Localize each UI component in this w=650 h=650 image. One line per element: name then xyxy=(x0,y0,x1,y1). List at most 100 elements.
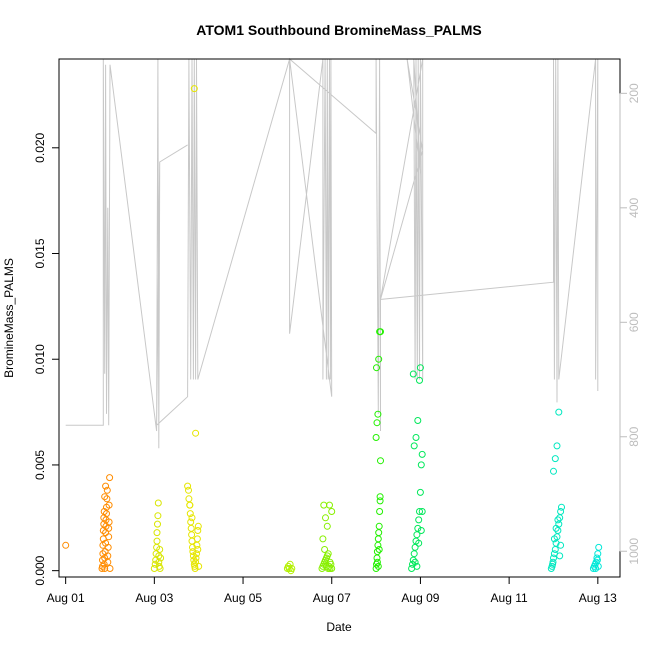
chart-title: ATOM1 Southbound BromineMass_PALMS xyxy=(196,22,481,38)
data-point xyxy=(187,524,195,532)
data-point xyxy=(190,85,198,93)
data-point xyxy=(372,434,380,441)
data-point xyxy=(551,455,559,463)
data-point xyxy=(192,429,200,437)
data-point xyxy=(105,501,113,509)
data-point xyxy=(414,524,422,532)
data-point xyxy=(414,417,422,424)
data-point xyxy=(154,512,162,520)
data-point xyxy=(319,535,327,543)
data-point xyxy=(193,535,201,543)
y2-tick-label: 400 xyxy=(627,197,641,217)
y2-tick-label: 600 xyxy=(627,312,641,332)
data-point xyxy=(188,514,196,522)
data-point xyxy=(156,546,164,553)
x-tick-label: Aug 09 xyxy=(401,591,439,605)
data-point xyxy=(187,518,195,526)
data-point xyxy=(373,558,381,566)
y-tick-label: 0.010 xyxy=(33,344,47,374)
data-point xyxy=(413,562,421,570)
data-point xyxy=(324,550,332,558)
data-point xyxy=(188,531,196,539)
data-point xyxy=(416,508,423,515)
data-point xyxy=(410,442,418,450)
x-tick-label: Aug 11 xyxy=(491,591,528,605)
data-point xyxy=(322,514,329,522)
data-point xyxy=(417,527,425,534)
data-point xyxy=(415,539,423,547)
points-layer xyxy=(62,85,603,575)
data-point xyxy=(594,550,602,558)
data-point xyxy=(104,543,112,551)
data-point xyxy=(186,510,194,518)
data-point xyxy=(418,508,426,515)
x-axis-label: Date xyxy=(326,620,352,634)
y-tick-label: 0.000 xyxy=(33,555,47,585)
data-point xyxy=(185,486,192,494)
data-point xyxy=(326,558,334,566)
data-point xyxy=(105,533,113,541)
data-point xyxy=(103,495,111,503)
data-point xyxy=(62,541,70,549)
data-point xyxy=(326,501,333,509)
data-point xyxy=(153,537,161,545)
data-point xyxy=(416,376,423,384)
data-point xyxy=(184,482,192,490)
data-point xyxy=(595,543,603,551)
data-point xyxy=(154,520,161,528)
data-point xyxy=(410,550,418,558)
data-point xyxy=(156,565,164,572)
data-point xyxy=(324,565,332,572)
data-point xyxy=(288,565,296,572)
x-tick-label: Aug 13 xyxy=(579,591,617,605)
data-point xyxy=(374,535,382,543)
data-point xyxy=(374,562,382,570)
x-tick-label: Aug 01 xyxy=(47,591,85,605)
x-tick-label: Aug 07 xyxy=(313,591,351,605)
data-point xyxy=(557,508,565,515)
data-point xyxy=(153,529,161,537)
data-point xyxy=(417,461,425,469)
data-point xyxy=(185,495,193,503)
x-axis: Aug 01 Aug 03 Aug 05 Aug 07 Aug 09 Aug 11 Aug … xyxy=(47,576,617,605)
data-point xyxy=(375,522,383,530)
data-point xyxy=(101,493,109,501)
data-point xyxy=(157,554,165,562)
data-point xyxy=(186,501,194,509)
data-point xyxy=(321,546,329,553)
data-point xyxy=(376,508,384,515)
data-point xyxy=(375,529,383,537)
data-point xyxy=(105,518,113,526)
data-point xyxy=(375,546,383,553)
data-point xyxy=(416,364,424,372)
y2-tick-label: 800 xyxy=(627,426,641,446)
data-point xyxy=(154,499,162,507)
data-point xyxy=(104,552,112,560)
plot-frame xyxy=(58,58,621,578)
data-point xyxy=(554,527,562,534)
data-point xyxy=(557,541,565,549)
data-point xyxy=(102,482,110,490)
data-point xyxy=(194,522,202,530)
data-point xyxy=(552,524,560,532)
data-point xyxy=(322,562,330,570)
data-point xyxy=(372,565,380,572)
data-point xyxy=(103,486,111,494)
data-point xyxy=(320,501,328,509)
overlay-line xyxy=(65,57,599,449)
data-point xyxy=(409,556,417,564)
data-point xyxy=(106,474,114,482)
data-point xyxy=(285,565,293,572)
y-axis: 0.000 0.005 0.010 0.015 0.020 xyxy=(33,132,60,586)
data-point xyxy=(553,442,561,450)
data-point xyxy=(412,434,420,441)
data-point xyxy=(373,419,381,427)
data-point xyxy=(377,457,384,465)
y-tick-label: 0.020 xyxy=(33,132,47,162)
y-axis-label: BromineMass_PALMS xyxy=(2,258,16,378)
data-point xyxy=(194,527,202,534)
data-point xyxy=(374,410,382,418)
data-point xyxy=(416,488,424,496)
data-point xyxy=(554,516,562,524)
